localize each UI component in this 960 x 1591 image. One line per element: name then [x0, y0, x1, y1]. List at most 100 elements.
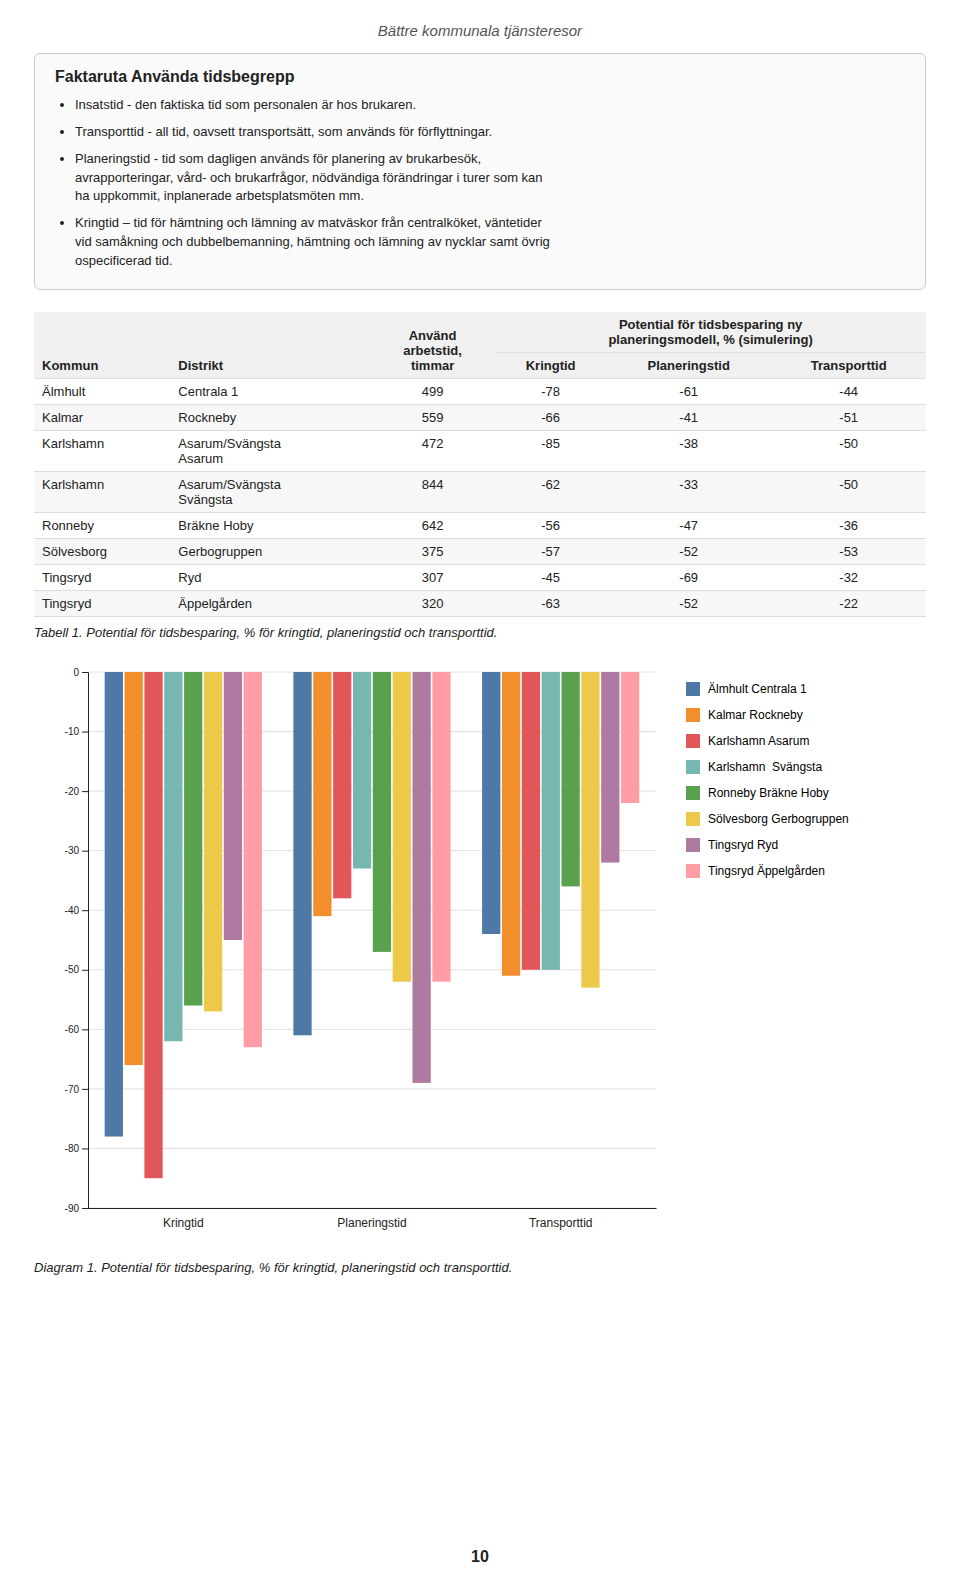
- table-cell: Sölvesborg: [34, 538, 170, 564]
- table-subheader: Kringtid: [495, 352, 606, 378]
- bar: [432, 672, 450, 982]
- page-number: 10: [0, 1548, 960, 1566]
- table-cell: -44: [771, 378, 926, 404]
- bar-chart: 0-10-20-30-40-50-60-70-80-90KringtidPlan…: [34, 652, 926, 1252]
- table-cell: -61: [606, 378, 771, 404]
- factbox-bullet: Kringtid – tid för hämtning och lämning …: [75, 214, 905, 271]
- factbox-bullet: Insatstid - den faktiska tid som persona…: [75, 96, 905, 115]
- legend-swatch: [686, 786, 700, 800]
- legend-label: Tingsryd Ryd: [708, 838, 778, 852]
- grid-line: [88, 1148, 656, 1149]
- table-cell: Centrala 1: [170, 378, 370, 404]
- factbox-bullet: Transporttid - all tid, oavsett transpor…: [75, 123, 905, 142]
- tick-label: -90: [65, 1202, 80, 1213]
- bar: [224, 672, 242, 940]
- tick-label: -60: [65, 1024, 80, 1035]
- tick-mark: [82, 1029, 88, 1030]
- category-label: Kringtid: [163, 1215, 204, 1229]
- legend-label: Kalmar Rockneby: [708, 708, 803, 722]
- y-tick: -10: [65, 726, 88, 737]
- table-cell: -78: [495, 378, 606, 404]
- tick-mark: [82, 791, 88, 792]
- bar: [522, 672, 540, 970]
- bar: [393, 672, 411, 982]
- table-group-header: Potential för tidsbesparing ny planering…: [495, 312, 926, 353]
- table-cell: Asarum/Svängsta Svängsta: [170, 471, 370, 512]
- tick-mark: [82, 1208, 88, 1209]
- table-cell: -45: [495, 564, 606, 590]
- table-cell: 499: [370, 378, 495, 404]
- legend-label: Älmhult Centrala 1: [708, 682, 807, 696]
- factbox: Faktaruta Använda tidsbegrepp Insatstid -…: [34, 53, 926, 290]
- factbox-bullet: Planeringstid - tid som dagligen används…: [75, 150, 905, 207]
- bar: [502, 672, 520, 976]
- bar: [581, 672, 599, 988]
- bar: [621, 672, 639, 803]
- tick-label: -70: [65, 1083, 80, 1094]
- table-cell: -22: [771, 590, 926, 616]
- legend-swatch: [686, 812, 700, 826]
- table-cell: -63: [495, 590, 606, 616]
- legend-swatch: [686, 760, 700, 774]
- bar: [184, 672, 202, 1006]
- legend-label: Karlshamn Svängsta: [708, 760, 822, 774]
- y-tick: -20: [65, 786, 88, 797]
- x-tick: Kringtid: [163, 1215, 204, 1229]
- table-cell: Bräkne Hoby: [170, 512, 370, 538]
- table-cell: -36: [771, 512, 926, 538]
- table-cell: Ryd: [170, 564, 370, 590]
- data-table: KommunDistriktAnvänd arbetstid, timmarPo…: [34, 312, 926, 617]
- tick-mark: [82, 1089, 88, 1090]
- axis-line: [89, 1208, 657, 1209]
- x-tick: Transporttid: [529, 1215, 593, 1229]
- table-cell: -56: [495, 512, 606, 538]
- table-cell: -41: [606, 404, 771, 430]
- legend-swatch: [686, 708, 700, 722]
- tick-label: -30: [65, 845, 80, 856]
- tick-label: 0: [73, 666, 79, 677]
- table-cell: -53: [771, 538, 926, 564]
- table-cell: -52: [606, 590, 771, 616]
- grid-line: [88, 1207, 656, 1208]
- x-tick: Planeringstid: [337, 1215, 406, 1229]
- bar: [144, 672, 162, 1178]
- legend-label: Tingsryd Äppelgården: [708, 864, 825, 878]
- category-label: Transporttid: [529, 1215, 593, 1229]
- tick-label: -40: [65, 905, 80, 916]
- tick-label: -20: [65, 786, 80, 797]
- table-header: Distrikt: [170, 312, 370, 379]
- table-cell: -33: [606, 471, 771, 512]
- table-cell: Äppelgården: [170, 590, 370, 616]
- table-header: Använd arbetstid, timmar: [370, 312, 495, 379]
- chart-caption: Diagram 1. Potential för tidsbesparing, …: [34, 1260, 926, 1275]
- table-cell: Rockneby: [170, 404, 370, 430]
- table-cell: Gerbogruppen: [170, 538, 370, 564]
- factbox-list: Insatstid - den faktiska tid som persona…: [55, 96, 905, 271]
- legend-swatch: [686, 734, 700, 748]
- table-cell: Karlshamn: [34, 471, 170, 512]
- table-cell: -38: [606, 430, 771, 471]
- table-cell: Asarum/Svängsta Asarum: [170, 430, 370, 471]
- y-tick: -30: [65, 845, 88, 856]
- tick-mark: [82, 672, 88, 673]
- bar: [353, 672, 371, 869]
- table-cell: Karlshamn: [34, 430, 170, 471]
- table-cell: 320: [370, 590, 495, 616]
- table-cell: Kalmar: [34, 404, 170, 430]
- table-cell: -57: [495, 538, 606, 564]
- category-label: Planeringstid: [337, 1215, 406, 1229]
- bar: [293, 672, 311, 1035]
- tick-mark: [82, 731, 88, 732]
- tick-label: -10: [65, 726, 80, 737]
- tick-label: -50: [65, 964, 80, 975]
- legend-label: Karlshamn Asarum: [708, 734, 809, 748]
- table-cell: -69: [606, 564, 771, 590]
- factbox-title: Faktaruta Använda tidsbegrepp: [55, 68, 905, 86]
- table-cell: -47: [606, 512, 771, 538]
- tick-mark: [82, 850, 88, 851]
- y-tick: -90: [65, 1202, 88, 1213]
- table-cell: -62: [495, 471, 606, 512]
- axis-line: [82, 672, 89, 1208]
- table-cell: 642: [370, 512, 495, 538]
- bar: [204, 672, 222, 1011]
